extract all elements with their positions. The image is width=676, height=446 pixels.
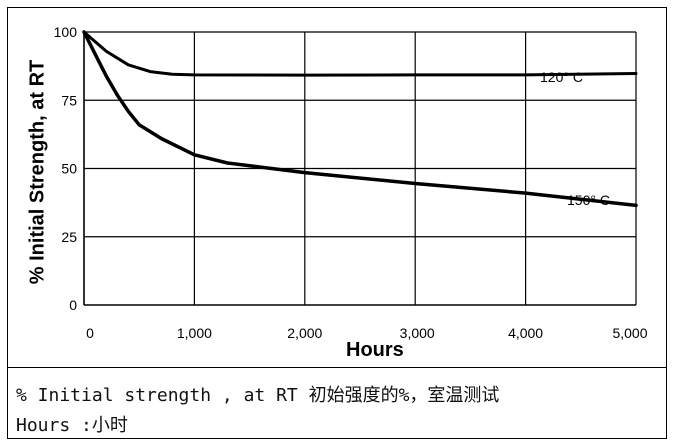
- caption-line-1: % Initial strength , at RT 初始强度的%，室温测试: [16, 385, 500, 406]
- y-axis-label: % Initial Strength, at RT: [26, 59, 49, 285]
- series-labels: 120° C 150° C: [540, 69, 610, 208]
- y-tick-label-50: 50: [61, 161, 77, 177]
- y-tick-label-100: 100: [54, 24, 78, 40]
- tick-labels: 0 1,000 2,000 3,000 4,000 5,000 0 25 50 75 100: [54, 24, 648, 341]
- x-tick-label-1000: 1,000: [177, 325, 212, 341]
- series-lines: [82, 30, 638, 208]
- series-label-150c: 150° C: [567, 192, 610, 208]
- y-tick-label-0: 0: [69, 297, 77, 313]
- y-tick-label-75: 75: [61, 92, 77, 108]
- axes: [83, 32, 636, 306]
- series-line-120c: [82, 30, 638, 77]
- x-tick-label-3000: 3,000: [400, 325, 435, 341]
- y-tick-label-25: 25: [61, 229, 77, 245]
- x-axis-label: Hours: [346, 339, 404, 361]
- caption-divider: [7, 367, 667, 368]
- grid: [84, 31, 637, 305]
- x-tick-label-5000: 5,000: [612, 325, 647, 341]
- series-label-120c: 120° C: [540, 69, 583, 85]
- x-tick-label-4000: 4,000: [508, 325, 543, 341]
- x-tick-label-2000: 2,000: [287, 325, 322, 341]
- caption-line-2: Hours :小时: [16, 415, 128, 436]
- x-tick-label-0: 0: [86, 325, 94, 341]
- series-line-150c: [82, 30, 638, 208]
